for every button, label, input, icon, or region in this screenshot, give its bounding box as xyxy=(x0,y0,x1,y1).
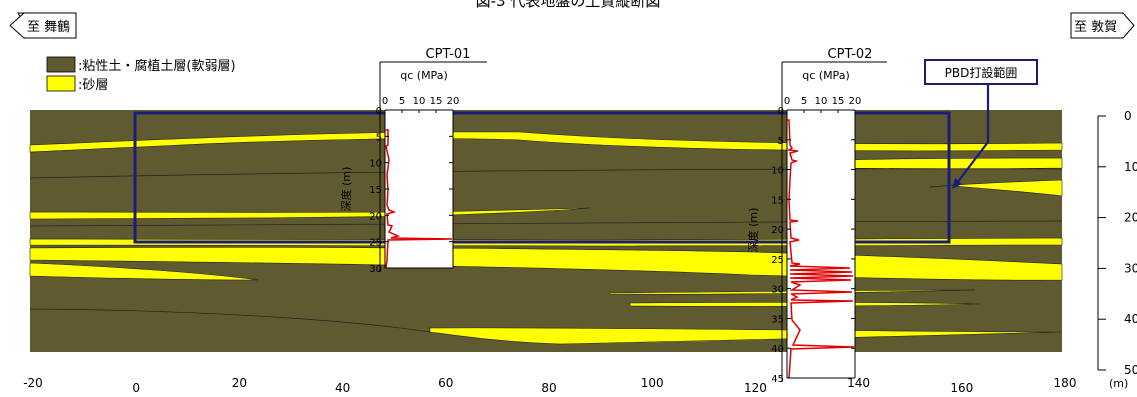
x-tick-label: 180 xyxy=(1054,376,1077,390)
cpt-02-plot: CPT-02 qc (MPa) 深度 (m) 0 5 10 15 20 05101520… xyxy=(746,47,887,385)
pbd-callout-arrowhead xyxy=(952,178,962,189)
pbd-callout-leader xyxy=(956,84,990,184)
x-tick-label: 80 xyxy=(541,381,556,395)
legend-clay-label: :粘性土・腐植土層(軟弱層) xyxy=(78,58,236,74)
x-tick-label: 20 xyxy=(232,376,247,390)
cpt-02-qc-trace xyxy=(786,119,855,379)
cpt-y-tick-label: 5 xyxy=(376,132,382,143)
cpt-x-tick-label: 5 xyxy=(801,96,807,107)
depth-tick-label: 50 xyxy=(1124,363,1137,377)
cpt-y-tick-label: 25 xyxy=(771,255,784,266)
pbd-range-frame xyxy=(133,111,951,244)
cpt-01-plot: CPT-01 qc (MPa) 深度 (m) 0 5 10 15 20 05101520… xyxy=(339,47,487,275)
x-tick-label: 60 xyxy=(438,376,453,390)
cpt-01-background xyxy=(385,110,453,268)
depth-axis: 0 10 20 30 40 50 xyxy=(1097,109,1137,377)
cpt-x-tick-label: 5 xyxy=(399,96,405,107)
sand-lens-3 xyxy=(954,179,1063,197)
cpt-y-tick-label: 20 xyxy=(771,225,784,236)
x-tick-label: 0 xyxy=(132,381,140,395)
pbd-callout-label: PBD打設範囲 xyxy=(945,65,1018,80)
x-axis-unit: (m) xyxy=(1109,377,1128,390)
cpt-y-tick-label: 20 xyxy=(369,211,382,222)
direction-left-label: 至 舞鶴 xyxy=(27,19,70,35)
x-tick-label: 120 xyxy=(744,381,767,395)
cpt-y-tick-label: 10 xyxy=(771,166,784,177)
cpt-y-tick-label: 40 xyxy=(771,344,784,355)
depth-tick-label: 20 xyxy=(1124,211,1137,225)
cpt-y-tick-label: 30 xyxy=(369,264,382,275)
sand-lens-4 xyxy=(29,207,591,220)
cpt-x-tick-label: 15 xyxy=(430,96,443,107)
cpt-01-x-label: qc (MPa) xyxy=(400,69,447,82)
cpt-y-tick-label: 35 xyxy=(771,314,784,325)
cpt-y-tick-label: 15 xyxy=(369,185,382,196)
depth-tick-label: 40 xyxy=(1124,312,1137,326)
cpt-02-y-label: 深度 (m) xyxy=(746,208,760,253)
cpt-y-tick-label: 0 xyxy=(778,106,784,117)
cpt-y-tick-label: 15 xyxy=(771,195,784,206)
cpt-y-tick-label: 10 xyxy=(369,159,382,170)
pbd-callout-box xyxy=(924,59,1038,85)
legend-clay-swatch xyxy=(46,56,76,73)
cpt-x-tick-label: 10 xyxy=(815,96,828,107)
cpt-x-tick-label: 0 xyxy=(784,96,790,107)
cpt-01-y-label: 深度 (m) xyxy=(339,167,353,212)
depth-tick-label: 0 xyxy=(1124,109,1132,123)
x-tick-label: 160 xyxy=(950,381,973,395)
cpt-y-tick-label: 5 xyxy=(778,136,784,147)
sand-lens-2 xyxy=(829,157,1063,170)
depth-tick-label: 30 xyxy=(1124,261,1137,275)
legend-sand-swatch xyxy=(46,75,76,92)
soil-profile xyxy=(29,110,1063,352)
x-tick-label: 140 xyxy=(847,376,870,390)
cpt-y-tick-label: 30 xyxy=(771,285,784,296)
x-tick-label: -20 xyxy=(23,376,43,390)
sand-lens-7 xyxy=(29,262,259,281)
cpt-y-tick-label: 0 xyxy=(376,106,382,117)
cpt-x-tick-label: 20 xyxy=(849,96,862,107)
legend-sand-label: :砂層 xyxy=(78,78,108,93)
x-axis: -20 0 20 40 60 80 100 120 140 160 180 (m) xyxy=(23,376,1128,395)
direction-left: 至 舞鶴 xyxy=(9,12,77,39)
cpt-x-tick-label: 20 xyxy=(447,96,460,107)
x-tick-label: 40 xyxy=(335,381,350,395)
figure-title: 図-3 代表地盤の土質縦断図 xyxy=(476,0,661,10)
pbd-callout: PBD打設範囲 xyxy=(924,59,1038,189)
direction-right: 至 敦賀 xyxy=(1070,12,1135,39)
cpt-02-x-label: qc (MPa) xyxy=(802,69,849,82)
cpt-x-tick-label: 10 xyxy=(413,96,426,107)
direction-right-label: 至 敦賀 xyxy=(1074,19,1117,35)
cpt-01-title: CPT-01 xyxy=(426,47,471,62)
legend: :粘性土・腐植土層(軟弱層) :砂層 xyxy=(46,56,236,93)
cpt-y-tick-label: 45 xyxy=(771,374,784,385)
cpt-x-tick-label: 0 xyxy=(382,96,388,107)
cpt-02-title: CPT-02 xyxy=(828,47,873,62)
depth-tick-label: 10 xyxy=(1124,160,1137,174)
cpt-01-qc-trace xyxy=(385,129,453,269)
cpt-y-tick-label: 25 xyxy=(369,238,382,249)
cpt-x-tick-label: 15 xyxy=(832,96,845,107)
x-tick-label: 100 xyxy=(641,376,664,390)
sand-lens-10 xyxy=(429,327,1063,345)
